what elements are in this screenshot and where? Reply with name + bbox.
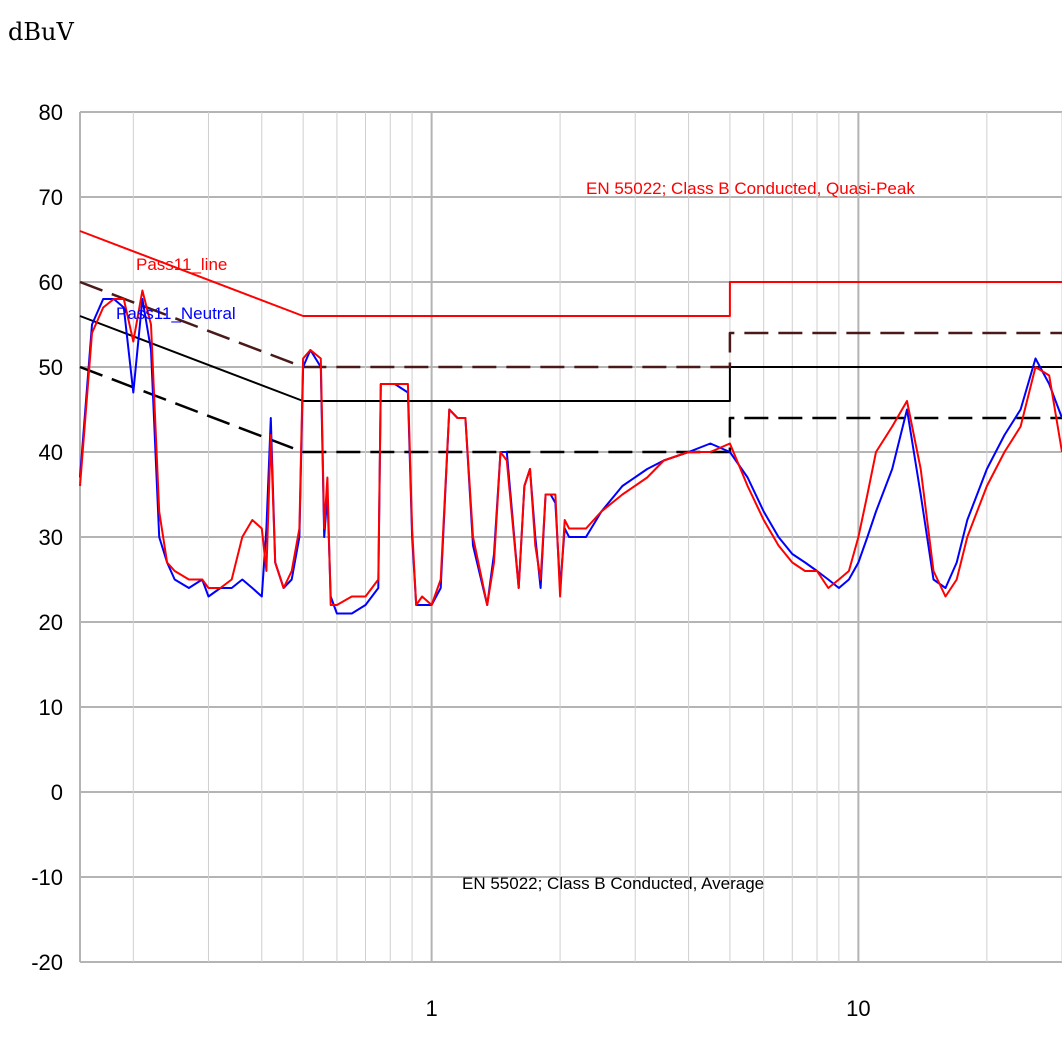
series-line-en-55022-class-b-conducted-average	[79, 315, 1062, 402]
grid	[79, 111, 1062, 963]
x-tick-labels: 1 10	[425, 996, 870, 1021]
series-line-limit-dashed-2	[79, 280, 1062, 369]
y-tick-label: 50	[39, 355, 63, 380]
series-line-pass11-line	[79, 289, 1062, 606]
y-tick-label: 10	[39, 695, 63, 720]
series-group	[79, 230, 1062, 615]
y-axis-unit-label: dBuV	[8, 18, 74, 46]
series-line-pass11-neutral	[79, 298, 1062, 615]
y-tick-label: 40	[39, 440, 63, 465]
series-line-en-55022-class-b-conducted-quasi-peak	[79, 230, 1062, 317]
y-tick-label: 80	[39, 100, 63, 125]
y-tick-label: 70	[39, 185, 63, 210]
y-tick-label: 20	[39, 610, 63, 635]
y-tick-label: 0	[51, 780, 63, 805]
y-tick-label: 30	[39, 525, 63, 550]
annotation-pass11-neutral: Pass11_Neutral	[116, 304, 236, 323]
y-tick-label: -20	[31, 950, 63, 975]
annotation-quasi-peak: EN 55022; Class B Conducted, Quasi-Peak	[586, 179, 915, 198]
x-tick-label: 10	[846, 996, 870, 1021]
x-tick-label: 1	[425, 996, 437, 1021]
annotation-pass11-line: Pass11_line	[136, 255, 227, 274]
y-tick-labels: 80 70 60 50 40 30 20 10 0 -10 -20	[31, 100, 63, 975]
annotation-average: EN 55022; Class B Conducted, Average	[462, 874, 764, 893]
y-tick-label: 60	[39, 270, 63, 295]
y-tick-label: -10	[31, 865, 63, 890]
